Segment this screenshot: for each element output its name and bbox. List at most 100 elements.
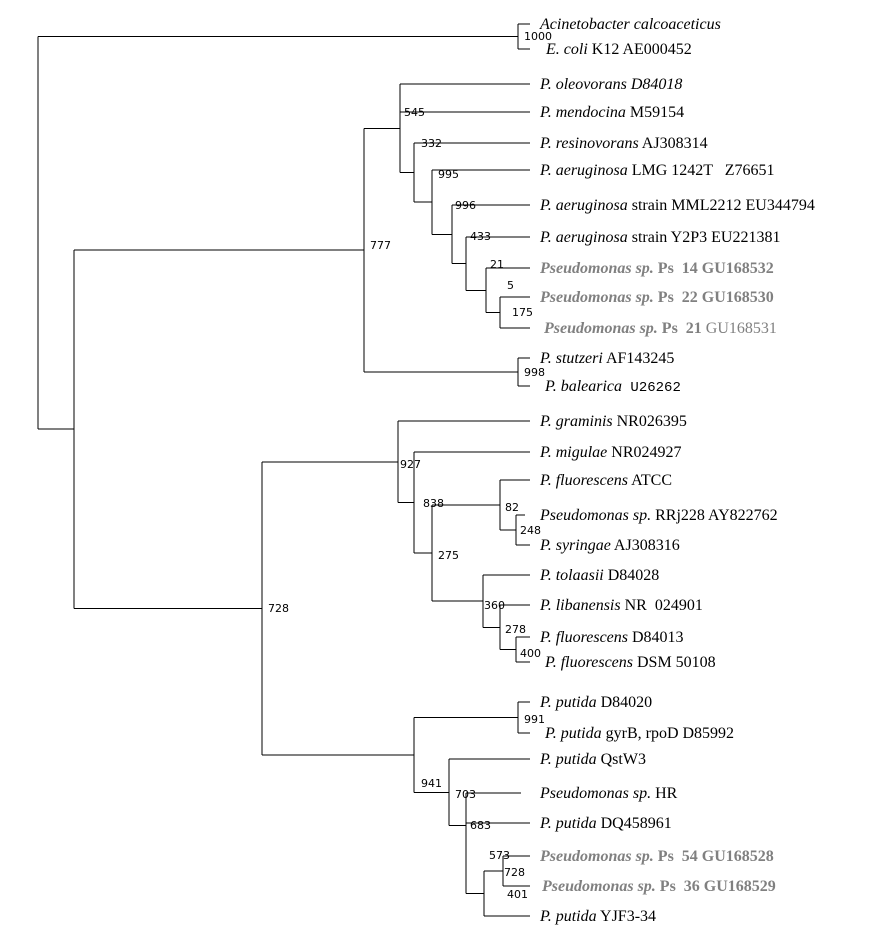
taxon-label-part: E. coli	[545, 41, 588, 58]
bootstrap-value: 332	[421, 137, 442, 150]
bootstrap-value: 278	[505, 623, 526, 636]
taxon-label-part: P. fluorescens	[539, 472, 628, 489]
taxon-label-part: Pseudomonas sp.	[539, 848, 654, 865]
taxon-label-fluor_dsm: P. fluorescens DSM 50108	[544, 654, 716, 671]
taxon-label-ecoli: E. coli K12 AE000452	[545, 41, 692, 58]
taxon-label-part: strain MML2212 EU344794	[628, 197, 815, 214]
taxon-label-part: Ps 14 GU168532	[654, 260, 774, 277]
taxon-label-part: D84028	[604, 567, 660, 584]
taxon-label-part: DQ458961	[597, 815, 672, 832]
taxon-label-part: P. putida	[539, 815, 597, 832]
taxon-label-part: AJ308316	[611, 537, 680, 554]
taxon-label-migulae: P. migulae NR024927	[539, 444, 682, 461]
taxon-label-part: Ps 22 GU168530	[654, 289, 774, 306]
taxon-label-part: U26262	[622, 380, 681, 396]
taxon-label-fluor_d84013: P. fluorescens D84013	[539, 629, 684, 646]
taxon-label-putida_yjf3: P. putida YJF3-34	[539, 908, 656, 925]
taxon-label-part: strain Y2P3 EU221381	[628, 229, 781, 246]
taxon-label-graminis: P. graminis NR026395	[539, 413, 687, 430]
bootstrap-value: 573	[489, 849, 510, 862]
taxon-label-part: RRj228 AY822762	[651, 507, 778, 524]
taxon-label-part: P. tolaasii	[539, 567, 604, 584]
taxon-label-part: P. putida	[544, 725, 602, 742]
bootstrap-value: 400	[520, 647, 541, 660]
taxon-labels: Acinetobacter calcoaceticus E. coli K12 A…	[539, 16, 815, 925]
taxon-label-part: Pseudomonas sp.	[543, 320, 658, 337]
taxon-label-aer_lmg: P. aeruginosa LMG 1242T Z76651	[539, 162, 775, 179]
taxon-label-oleovorans: P. oleovorans D84018	[539, 76, 682, 93]
taxon-label-putida_gyrb: P. putida gyrB, rpoD D85992	[544, 725, 734, 742]
taxon-label-mendocina: P. mendocina M59154	[539, 104, 684, 121]
taxon-label-part: YJF3-34	[597, 908, 656, 925]
taxon-label-part: LMG 1242T Z76651	[628, 162, 775, 179]
bootstrap-value: 838	[423, 497, 444, 510]
taxon-label-putida_dq: P. putida DQ458961	[539, 815, 672, 832]
taxon-label-stutzeri: P. stutzeri AF143245	[539, 350, 674, 367]
taxon-label-putida_qstw3: P. putida QstW3	[539, 751, 646, 768]
taxon-label-part: P. putida	[539, 694, 597, 711]
taxon-label-part: P. syringae	[539, 537, 611, 554]
taxon-label-part: DSM 50108	[633, 654, 716, 671]
taxon-label-ps36: Pseudomonas sp. Ps 36 GU168529	[541, 878, 776, 895]
taxon-label-part: NR024927	[607, 444, 681, 461]
taxon-label-ps54: Pseudomonas sp. Ps 54 GU168528	[539, 848, 774, 865]
taxon-label-balearica: P. balearica U26262	[544, 378, 681, 396]
taxon-label-part: P. fluorescens	[539, 629, 628, 646]
taxon-label-part: P. resinovorans	[539, 135, 639, 152]
bootstrap-value: 941	[421, 777, 442, 790]
taxon-label-part: NR 024901	[621, 597, 703, 614]
bootstrap-value: 1000	[524, 30, 552, 43]
taxon-label-part: Ps 21	[658, 320, 702, 337]
taxon-label-part: D84020	[597, 694, 653, 711]
taxon-label-part: Pseudomonas sp.	[539, 260, 654, 277]
taxon-label-part: Pseudomonas sp.	[539, 785, 651, 802]
taxon-label-ps_hr: Pseudomonas sp. HR	[539, 785, 678, 802]
taxon-label-part: Pseudomonas sp.	[539, 289, 654, 306]
taxon-label-part: P. mendocina	[539, 104, 626, 121]
taxon-label-part: D84013	[628, 629, 684, 646]
taxon-label-part: P. stutzeri	[539, 350, 603, 367]
bootstrap-value: 433	[470, 230, 491, 243]
taxon-label-libanensis: P. libanensis NR 024901	[539, 597, 703, 614]
taxon-label-part: Ps 54 GU168528	[654, 848, 774, 865]
taxon-label-rrj228: Pseudomonas sp. RRj228 AY822762	[539, 507, 778, 524]
taxon-label-part: K12 AE000452	[588, 41, 692, 58]
taxon-label-part: Ps 36 GU168529	[656, 878, 776, 895]
taxon-label-part: P. fluorescens	[544, 654, 633, 671]
bootstrap-value: 991	[524, 713, 545, 726]
bootstrap-value: 728	[504, 866, 525, 879]
taxon-label-acineto: Acinetobacter calcoaceticus	[539, 16, 721, 33]
taxon-label-part: AF143245	[603, 350, 675, 367]
taxon-label-part: P. putida	[539, 908, 597, 925]
taxon-label-part: Acinetobacter calcoaceticus	[539, 16, 721, 33]
taxon-label-part: Pseudomonas sp.	[541, 878, 656, 895]
bootstrap-value: 927	[400, 458, 421, 471]
taxon-label-part: gyrB, rpoD D85992	[602, 725, 734, 742]
taxon-label-part: M59154	[626, 104, 684, 121]
taxon-label-aer_y2p3: P. aeruginosa strain Y2P3 EU221381	[539, 229, 780, 246]
bootstrap-value: 5	[507, 279, 514, 292]
taxon-label-ps22: Pseudomonas sp. Ps 22 GU168530	[539, 289, 774, 306]
tree-branches	[37, 23, 530, 917]
taxon-label-part: AJ308314	[639, 135, 708, 152]
taxon-label-part: ATCC	[628, 472, 672, 489]
bootstrap-value: 248	[520, 524, 541, 537]
bootstrap-value: 683	[470, 819, 491, 832]
taxon-label-tolaasii: P. tolaasii D84028	[539, 567, 659, 584]
taxon-label-part: HR	[651, 785, 678, 802]
taxon-label-aer_mml: P. aeruginosa strain MML2212 EU344794	[539, 197, 815, 214]
taxon-label-part: P. aeruginosa	[539, 197, 628, 214]
bootstrap-value: 82	[505, 501, 519, 514]
taxon-label-part: P. graminis	[539, 413, 613, 430]
taxon-label-ps14: Pseudomonas sp. Ps 14 GU168532	[539, 260, 774, 277]
taxon-label-part: P. libanensis	[539, 597, 621, 614]
taxon-label-part: NR026395	[613, 413, 687, 430]
bootstrap-value: 545	[404, 106, 425, 119]
taxon-label-part: P. migulae	[539, 444, 607, 461]
bootstrap-value: 998	[524, 366, 545, 379]
taxon-label-part: P. aeruginosa	[539, 229, 628, 246]
bootstrap-value: 728	[268, 602, 289, 615]
bootstrap-value: 175	[512, 306, 533, 319]
taxon-label-part: P. aeruginosa	[539, 162, 628, 179]
bootstrap-value: 995	[438, 168, 459, 181]
